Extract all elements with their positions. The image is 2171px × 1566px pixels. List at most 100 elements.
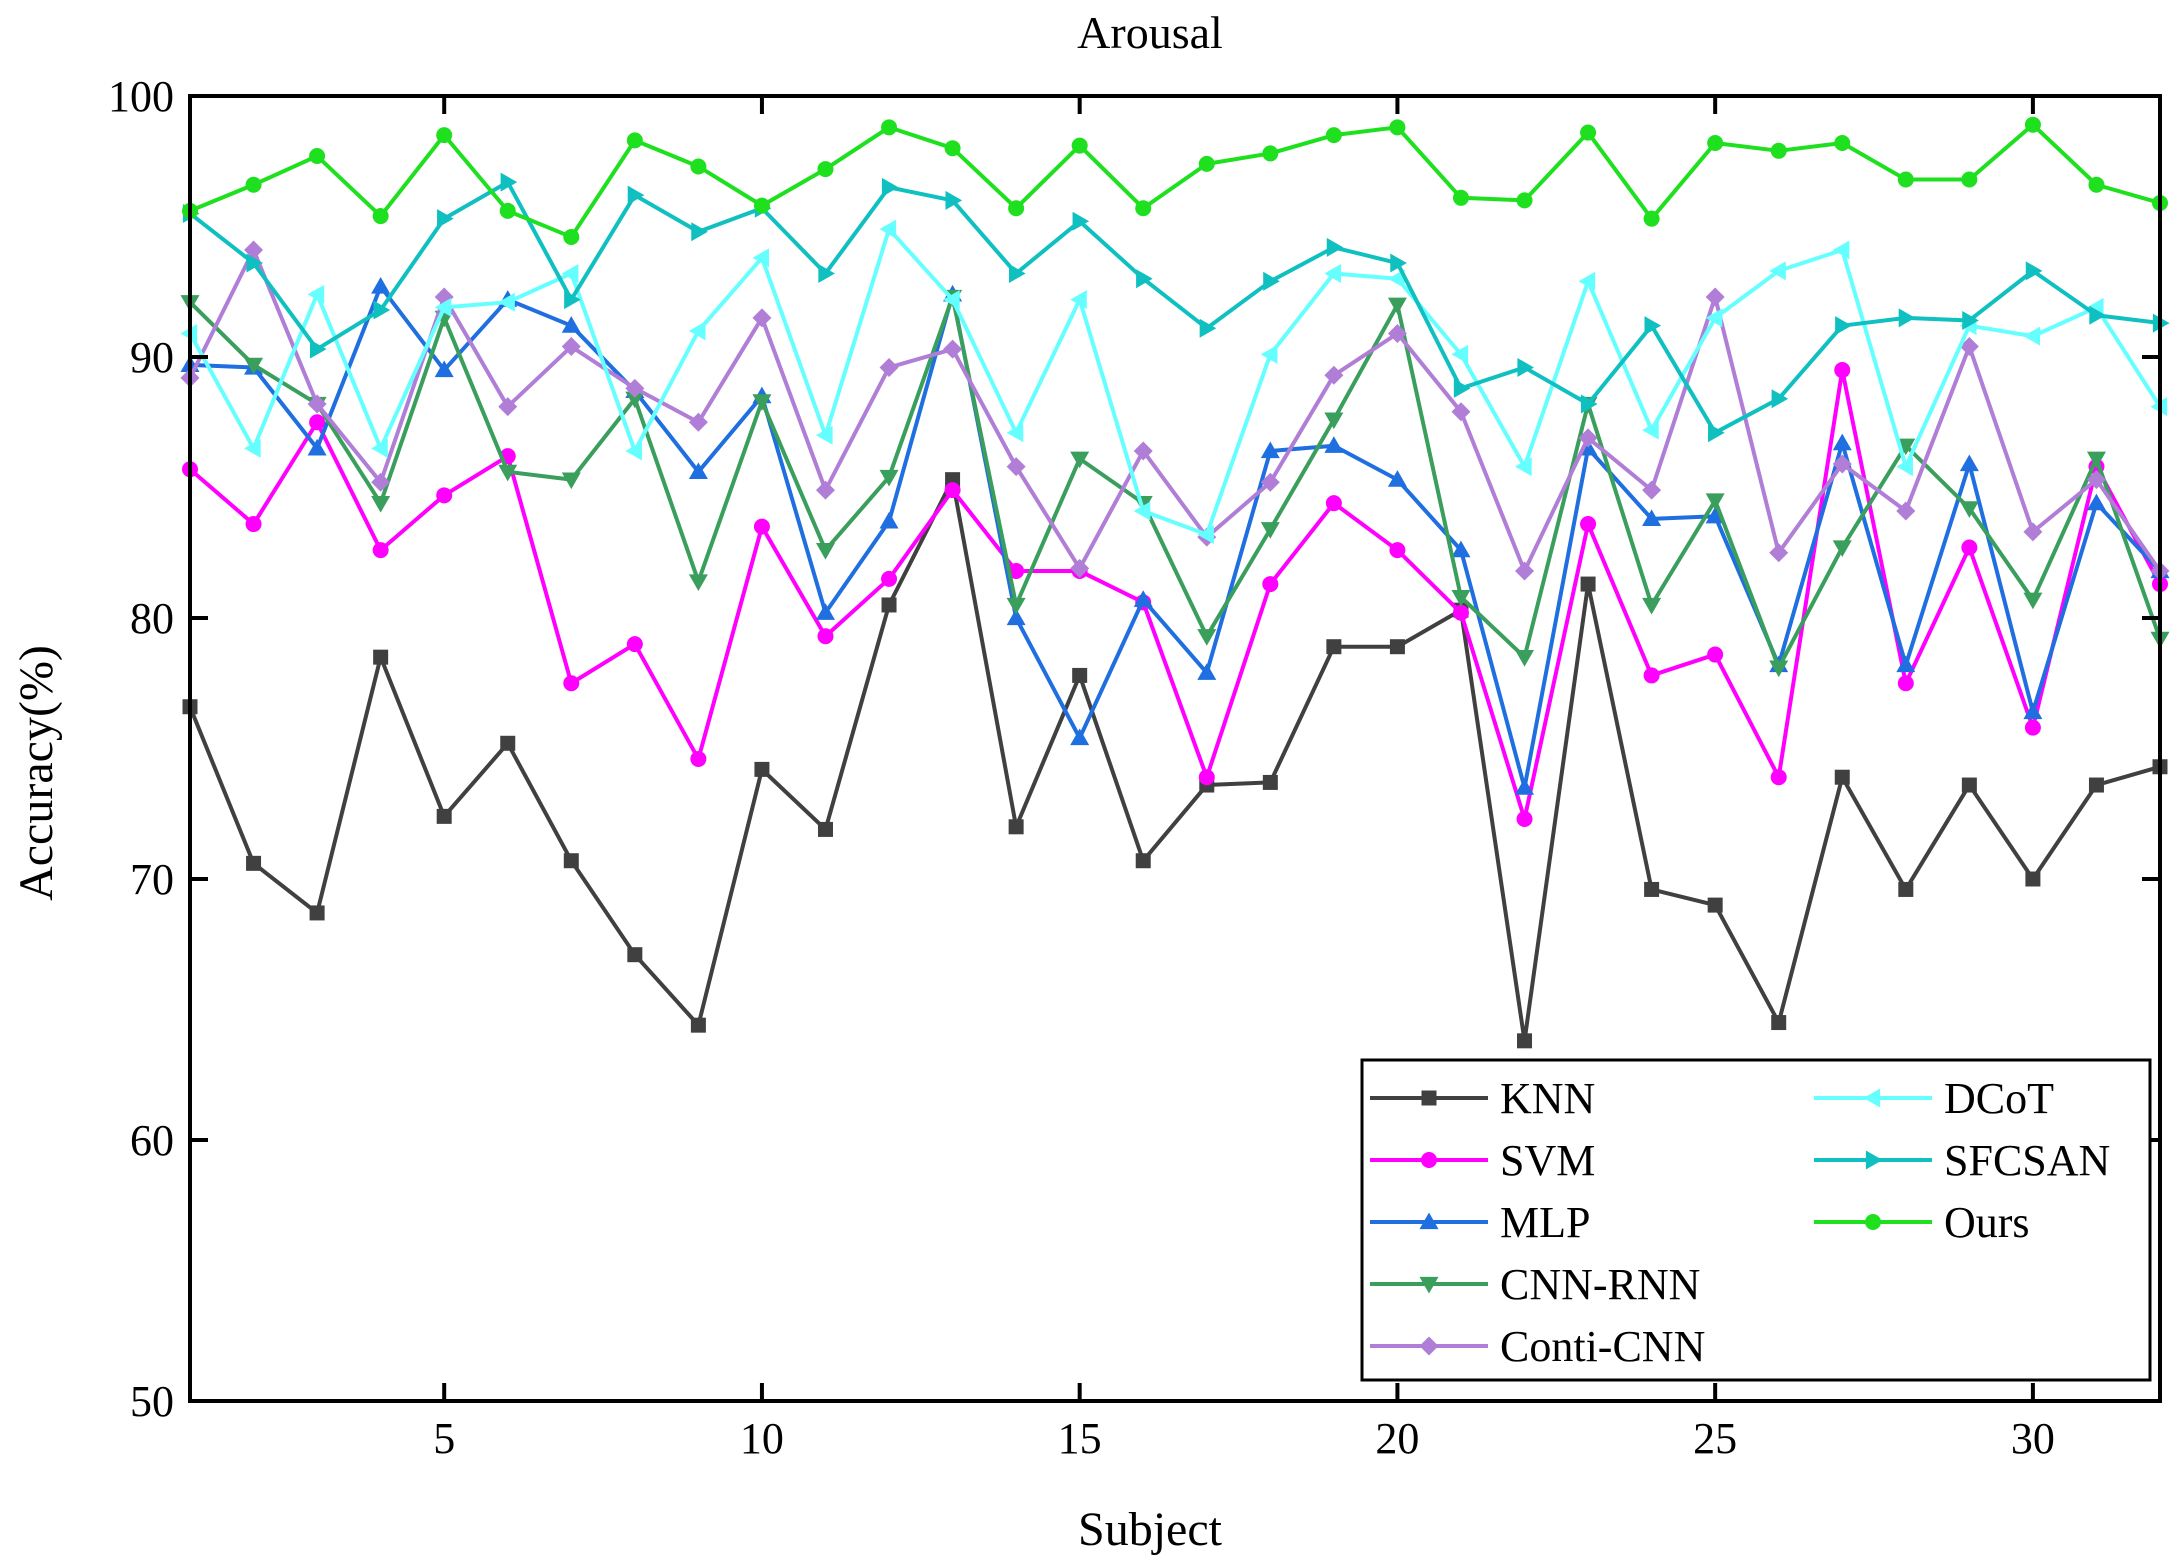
data-point [371,496,391,513]
data-point [753,197,770,214]
data-point [1897,171,1914,188]
data-point [564,290,581,310]
data-point [561,472,581,490]
data-point [1705,287,1725,307]
data-point [309,148,326,165]
data-point [1517,357,1535,377]
data-point [1198,769,1215,786]
data-point [309,414,326,431]
data-point [1197,629,1217,646]
data-point [1707,897,1723,913]
legend-item: Ours [1814,1198,2030,1247]
data-point [1832,433,1852,451]
data-point [879,219,897,239]
data-point [1517,1033,1533,1049]
data-point [626,636,643,653]
data-point [815,425,833,445]
series-group [180,116,2170,1049]
data-point [1642,597,1662,615]
data-point [1705,308,1723,328]
data-point [1324,412,1344,430]
data-point [1006,597,1026,615]
data-point [1834,134,1851,151]
data-point [1071,137,1088,154]
data-point [1072,211,1090,231]
data-point [1135,853,1151,869]
data-point [817,161,834,178]
series-line [188,477,2161,1043]
data-point [1452,189,1469,206]
data-point [1580,576,1596,592]
data-point [627,185,645,205]
legend-item: MLP [1370,1198,1590,1247]
y-tick-label: 60 [130,1116,174,1165]
data-point [244,240,264,260]
data-point [561,263,579,283]
series-line [188,247,2162,574]
data-point [1642,509,1662,526]
data-point [1070,290,1087,310]
data-point [752,248,770,268]
data-point [246,253,264,273]
legend-marker [1419,1212,1439,1230]
y-tick-label: 90 [130,333,174,382]
data-point [1260,344,1278,364]
data-point [498,464,518,482]
data-point [1959,454,1979,472]
data-point [309,905,325,921]
data-point [436,127,453,144]
data-point [1643,210,1660,227]
data-point [1389,119,1406,136]
data-point [1453,378,1471,398]
data-point [625,391,645,409]
legend-item: SVM [1370,1136,1595,1185]
data-point [1642,420,1659,440]
data-point [1387,269,1405,289]
legend-item: SFCSAN [1814,1136,2110,1185]
data-point [1644,881,1660,897]
data-point [1515,457,1532,477]
data-point [1515,778,1535,795]
series-line [188,180,2161,435]
legend: KNN SVM MLP CNN-RNN Conti-CNN DCoT SFCSAN Ours [1360,1058,2152,1382]
legend-label: DCoT [1944,1074,2054,1123]
data-point [437,209,454,229]
data-point [436,808,452,824]
data-point [1325,495,1342,512]
x-tick-label: 5 [433,1414,455,1463]
data-point [881,177,899,197]
data-point [690,158,707,175]
y-tick-label: 70 [130,855,174,904]
data-point [1769,543,1789,563]
data-point [246,855,262,871]
data-point [309,339,327,359]
data-point [244,438,261,458]
data-point [1959,501,1979,518]
data-point [1962,310,1979,330]
data-point [1708,423,1725,443]
data-point [1770,142,1787,159]
legend-label: CNN-RNN [1500,1260,1700,1309]
data-point [881,570,898,587]
data-point [1451,540,1471,558]
data-point [1009,263,1026,283]
data-point [561,316,581,333]
data-point [1769,261,1786,281]
data-point [561,337,581,357]
data-point [307,394,327,414]
data-point [753,518,770,535]
data-point [1771,1015,1787,1031]
data-point [752,308,772,328]
data-point [879,511,899,529]
data-point [627,947,643,963]
y-tick-label: 100 [108,72,174,121]
data-point [1451,589,1471,607]
legend-marker [1865,1214,1881,1230]
data-point [1515,561,1535,581]
data-point [815,480,835,500]
data-point [1133,441,1153,461]
data-point [1707,646,1724,663]
data-point [817,628,834,645]
data-point [1959,337,1979,357]
data-point [1197,663,1217,680]
